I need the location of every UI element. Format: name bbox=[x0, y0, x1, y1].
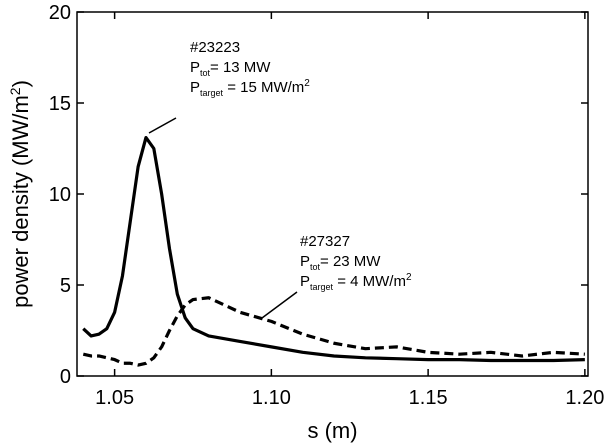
x-axis-label: s (m) bbox=[307, 418, 357, 443]
y-tick-label: 20 bbox=[49, 2, 71, 24]
y-tick-label: 15 bbox=[49, 93, 71, 115]
y-axis-label: power density (MW/m2) bbox=[7, 80, 33, 308]
annotation-line: Ptot= 23 MW bbox=[300, 253, 381, 272]
annotation-title: #23223 bbox=[190, 39, 240, 56]
annotation-line: Ptarget = 15 MW/m2 bbox=[190, 78, 310, 98]
plot-frame bbox=[76, 11, 589, 377]
x-tick-label: 1.05 bbox=[95, 387, 134, 409]
annotation-pointer bbox=[148, 117, 177, 134]
annotation-text: = 13 MW bbox=[210, 59, 271, 76]
annotation-text: = 23 MW bbox=[320, 253, 381, 270]
annotation-base: P bbox=[190, 59, 200, 76]
x-tick-label: 1.10 bbox=[252, 387, 291, 409]
annotation-base: P bbox=[300, 273, 310, 290]
annotation-text: = 4 MW/m bbox=[333, 273, 406, 290]
annotation-line: Ptarget = 4 MW/m2 bbox=[300, 272, 412, 292]
annotation-text: = 15 MW/m bbox=[223, 79, 304, 96]
annotation-sup: 2 bbox=[304, 78, 310, 89]
series-line bbox=[82, 135, 585, 363]
y-axis-label-text: power density (MW/m bbox=[8, 95, 33, 308]
annotation-sub: tot bbox=[200, 68, 211, 78]
annotation-base: P bbox=[300, 253, 310, 270]
y-axis-label-sup: 2 bbox=[7, 87, 23, 95]
annotation-base: P bbox=[190, 79, 200, 96]
x-tick-label: 1.15 bbox=[409, 387, 448, 409]
y-tick-label: 5 bbox=[60, 275, 71, 297]
y-tick-label: 0 bbox=[60, 366, 71, 388]
annotation-sub: target bbox=[310, 282, 334, 292]
annotation-sub: tot bbox=[310, 262, 321, 272]
annotation-pointer bbox=[261, 291, 298, 319]
series-line bbox=[82, 296, 585, 367]
annotation-line: Ptot= 13 MW bbox=[190, 59, 271, 78]
annotation-title: #27327 bbox=[300, 233, 350, 250]
y-tick-label: 10 bbox=[49, 184, 71, 206]
y-axis-label-tail: ) bbox=[8, 80, 33, 87]
annotation-sup: 2 bbox=[406, 272, 412, 283]
x-tick-label: 1.20 bbox=[565, 387, 604, 409]
annotation-sub: target bbox=[200, 88, 224, 98]
